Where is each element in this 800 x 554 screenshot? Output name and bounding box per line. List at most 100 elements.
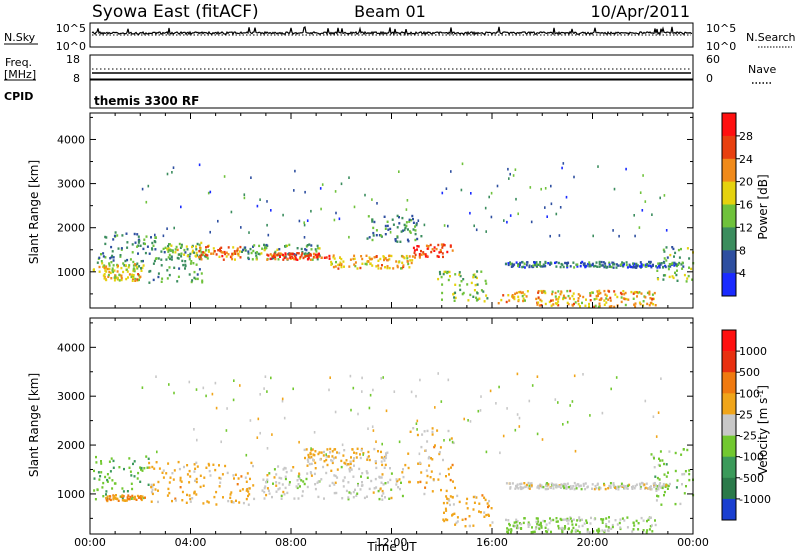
power-cell <box>189 262 192 265</box>
power-cell <box>558 234 561 237</box>
vel-cell <box>112 498 115 501</box>
power-cell <box>255 254 258 257</box>
power-cell <box>340 257 343 261</box>
vel-cell <box>117 499 120 502</box>
vel-cell <box>445 509 448 512</box>
vel-cell <box>361 481 363 484</box>
power-cell <box>165 258 168 261</box>
vel-cell <box>248 493 251 496</box>
vel-cell <box>353 457 355 460</box>
power-cell <box>581 260 584 264</box>
vel-cell <box>560 483 563 486</box>
power-cell <box>109 257 112 260</box>
vel-cell <box>249 477 251 481</box>
vel-cell <box>397 486 400 489</box>
power-cell <box>469 293 472 297</box>
power-cell <box>114 274 117 277</box>
power-cell <box>537 296 540 299</box>
vel-cell <box>657 485 660 488</box>
power-cell <box>396 226 399 229</box>
power-cell <box>117 264 119 267</box>
power-cell <box>98 265 101 269</box>
power-cell <box>605 266 608 269</box>
power-cell <box>296 247 299 250</box>
power-cell <box>482 290 485 293</box>
power-cell <box>391 218 394 221</box>
power-cell <box>353 205 356 209</box>
vel-cell <box>121 499 124 502</box>
power-cell <box>222 251 225 254</box>
power-cell <box>293 189 295 192</box>
power-cell <box>348 265 351 268</box>
vel-cell <box>451 495 454 499</box>
power-cell <box>454 291 457 294</box>
power-cell <box>408 266 411 269</box>
power-cell <box>199 255 202 258</box>
power-cell <box>612 261 615 265</box>
power-cell <box>438 270 441 274</box>
power-cell <box>334 265 337 268</box>
vel-cell <box>194 479 196 482</box>
vel-cell <box>290 469 293 472</box>
vel-cell <box>395 478 398 481</box>
power-cell <box>398 216 400 219</box>
vel-cell <box>634 484 637 488</box>
power-cell <box>429 243 432 247</box>
power-cell <box>310 248 313 251</box>
power-cell <box>574 301 577 304</box>
power-cell <box>658 266 661 269</box>
vel-cell <box>225 429 228 432</box>
power-cell <box>137 235 140 238</box>
vel-cell <box>138 496 141 499</box>
vel-cell <box>538 487 541 490</box>
vel-cell <box>571 523 574 526</box>
power-cell <box>613 290 616 293</box>
vel-cell <box>162 476 165 479</box>
vel-cell <box>368 487 371 491</box>
power-cell <box>467 299 470 302</box>
vel-cell <box>202 502 205 505</box>
power-cell <box>388 258 391 261</box>
power-cell <box>668 275 671 279</box>
vel-cell <box>336 451 338 454</box>
vel-cell <box>366 456 369 459</box>
power-cell <box>112 256 115 259</box>
vel-cell <box>527 521 530 524</box>
power-cell <box>170 255 173 258</box>
power-cell <box>413 251 416 254</box>
power-cell <box>132 268 135 271</box>
power-cell <box>360 255 363 258</box>
power-cell <box>110 245 113 249</box>
vel-cell <box>232 501 235 504</box>
power-cell <box>562 296 565 299</box>
nave-label: Nave <box>748 63 776 76</box>
power-cell <box>104 235 107 239</box>
vel-cell <box>193 490 196 493</box>
power-cell <box>377 259 380 262</box>
vel-cell <box>169 476 172 479</box>
power-cell <box>300 254 303 257</box>
power-cell <box>379 234 382 237</box>
power-cell <box>369 257 372 261</box>
noise-panel: N.Sky 10^5 10^0 10^5 10^0 N.Search <box>4 22 796 53</box>
power-cell <box>484 279 487 283</box>
vel-cell <box>426 474 429 478</box>
vel-cell <box>193 470 196 473</box>
vel-cell <box>360 449 363 452</box>
power-cell <box>124 259 127 263</box>
vel-cell <box>631 530 634 533</box>
power-cell <box>572 261 575 264</box>
power-cell <box>270 254 273 257</box>
power-cell <box>168 273 171 277</box>
vel-cell <box>189 500 192 503</box>
vel-cell <box>570 530 573 534</box>
power-cell <box>402 264 405 267</box>
power-cell <box>340 182 343 186</box>
power-cell <box>640 292 643 295</box>
power-cell <box>197 255 200 259</box>
vel-cell <box>632 485 634 488</box>
vel-cell <box>374 461 377 465</box>
vel-cell <box>527 486 530 490</box>
vel-cell <box>601 521 604 524</box>
